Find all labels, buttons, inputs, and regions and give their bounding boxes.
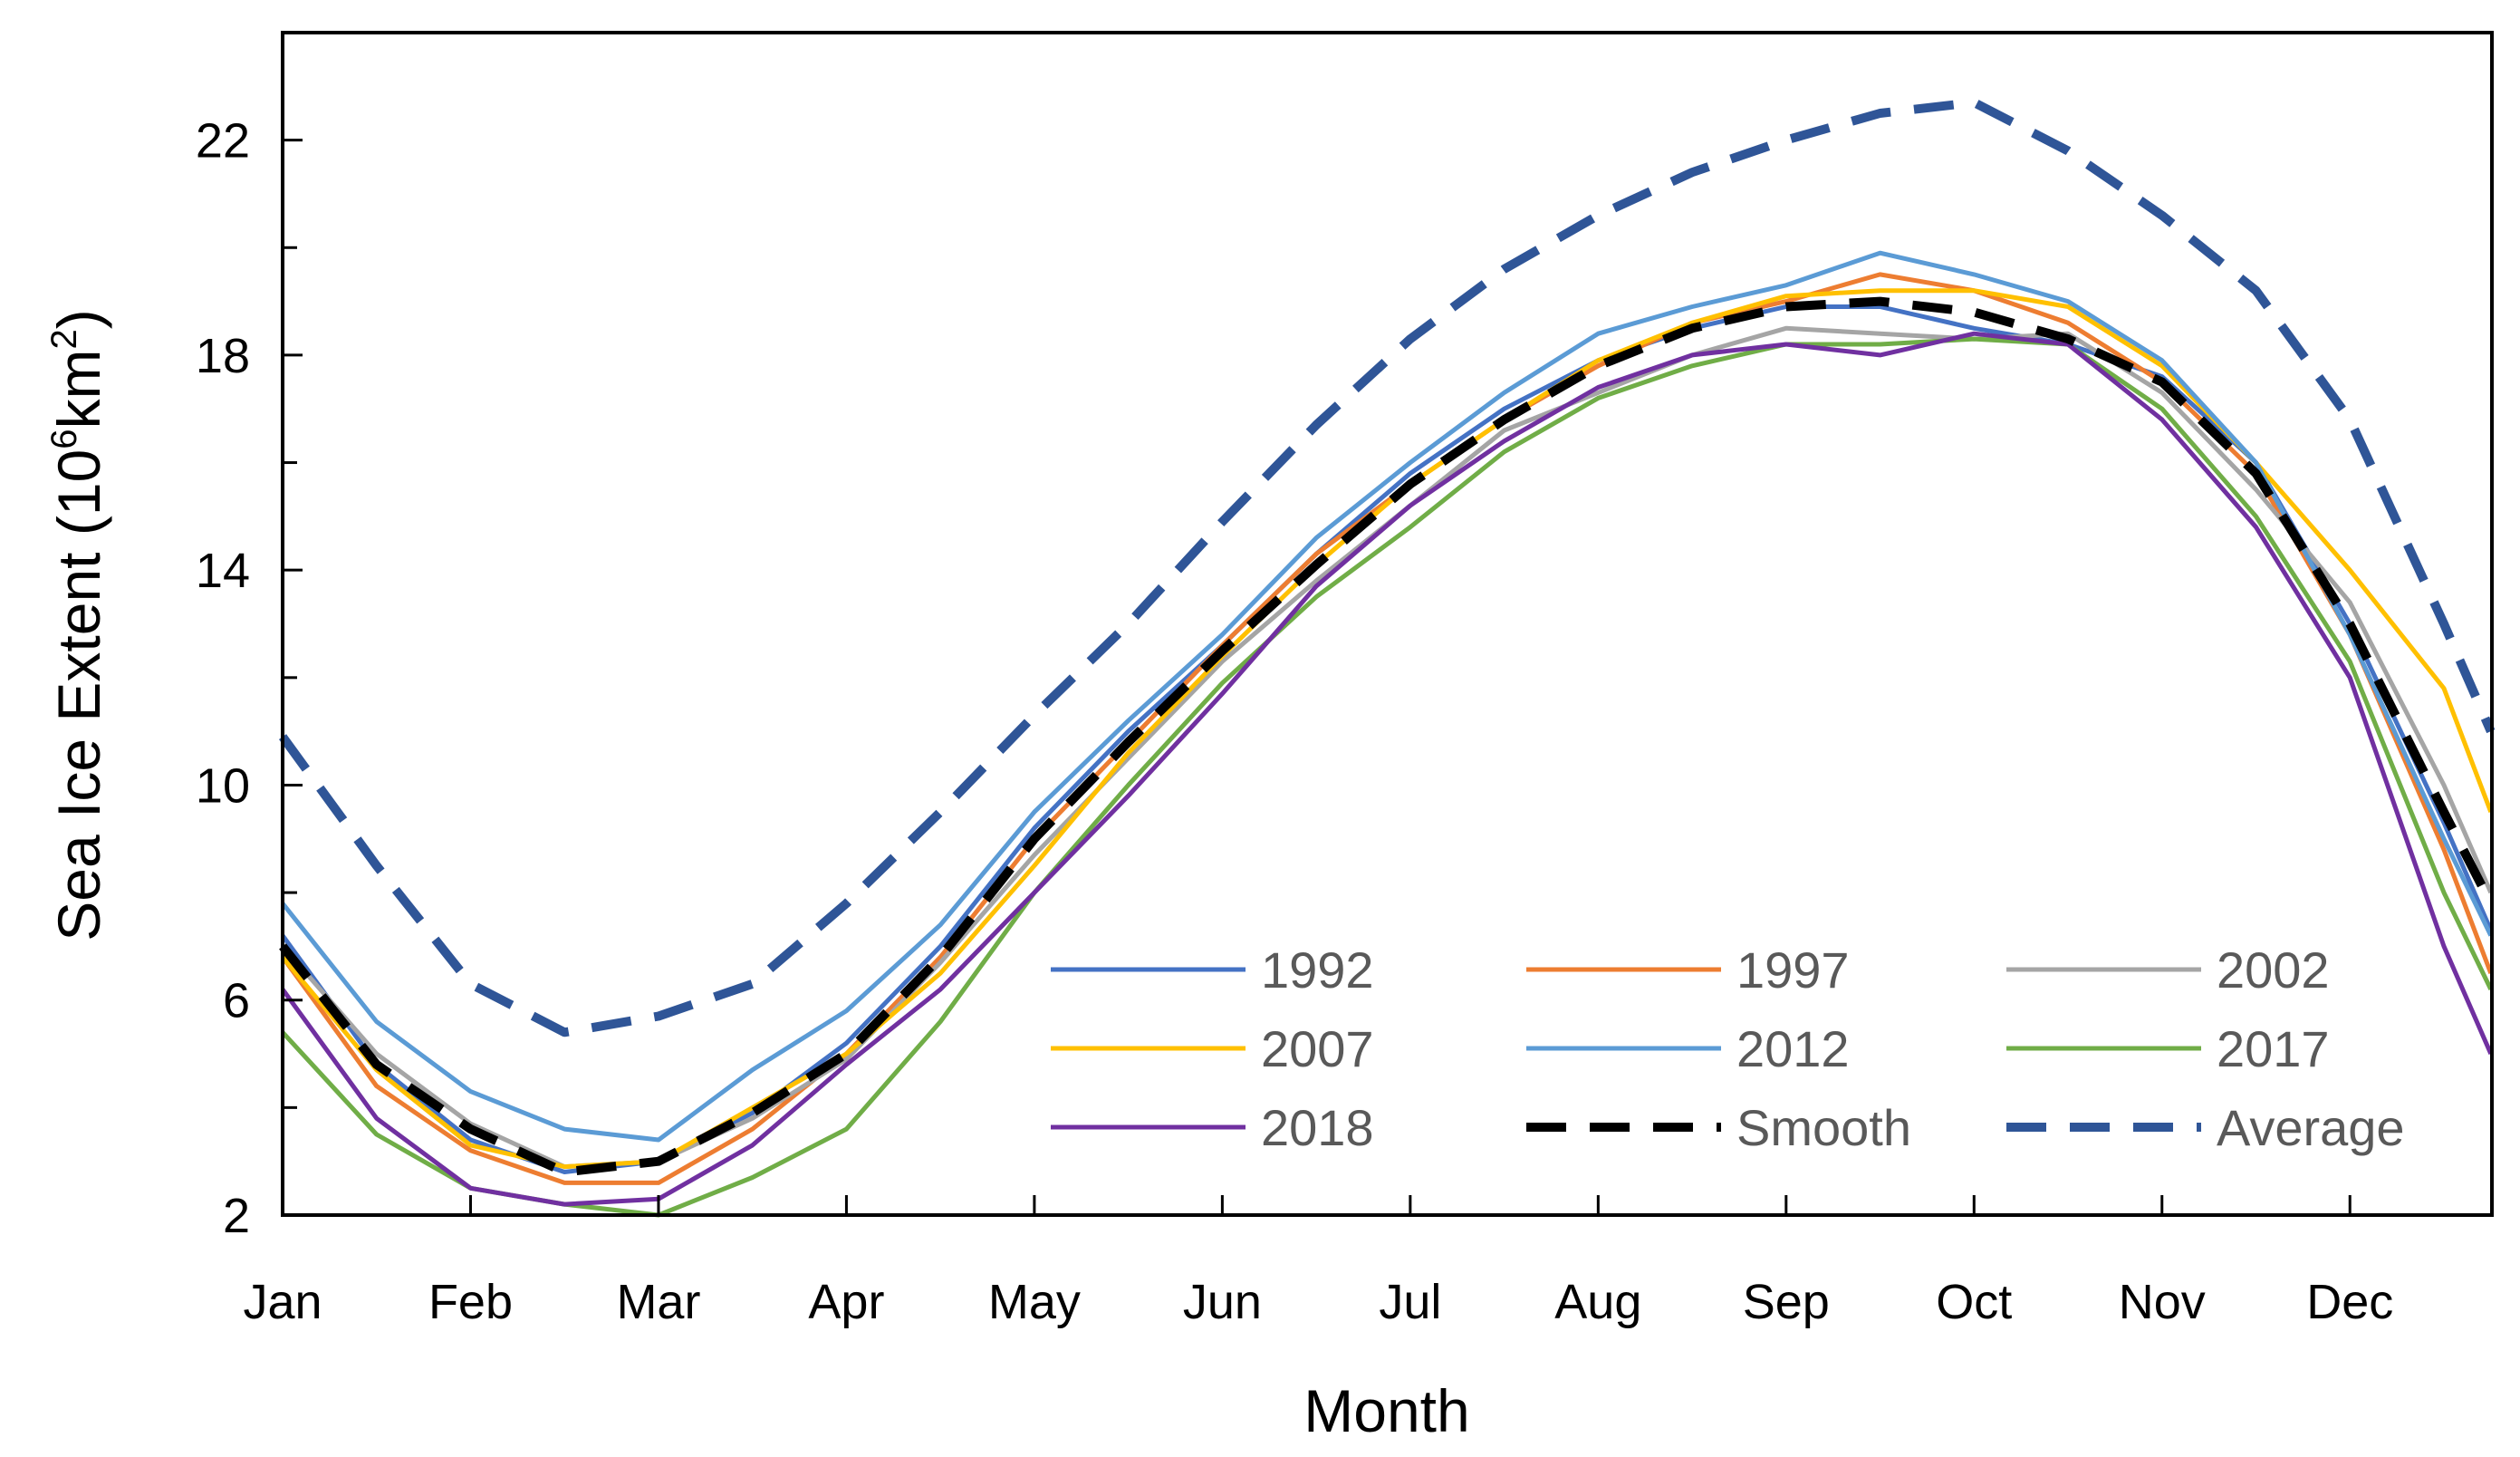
x-tick-label: Dec (2306, 1275, 2393, 1329)
series-line-average (278, 98, 2496, 1037)
legend-item-2012: 2012 (1526, 1020, 1850, 1077)
legend-label: 2007 (1261, 1020, 1374, 1077)
legend-item-2017: 2017 (2006, 1020, 2330, 1077)
y-tick-label: 18 (196, 329, 250, 383)
legend-label: 2002 (2217, 941, 2330, 999)
y-tick-label: 6 (223, 974, 250, 1028)
series-line-2002 (281, 325, 2494, 1170)
x-tick-label: Mar (616, 1275, 700, 1329)
legend: 1992 1997 2002 2007 2012 2017 2018 Smooth Averag… (1051, 941, 2405, 1156)
x-axis: Jan Feb Mar Apr May Jun Jul Aug Sep Oct Nov Dec (243, 1195, 2393, 1329)
legend-item-1992: 1992 (1051, 941, 1374, 999)
y-tick-label: 22 (196, 114, 250, 169)
plot-frame (281, 31, 2494, 1217)
legend-item-smooth: Smooth (1526, 1099, 1911, 1156)
legend-item-1997: 1997 (1526, 941, 1850, 999)
x-tick-label: Sep (1743, 1275, 1830, 1329)
legend-label: 1997 (1736, 941, 1850, 999)
x-tick-label: Nov (2119, 1275, 2206, 1329)
legend-label: Average (2217, 1099, 2405, 1156)
series-line-2012 (281, 250, 2494, 1143)
y-axis-label: Sea Ice Extent (106km2) (44, 309, 112, 941)
x-tick-label: Aug (1554, 1275, 1641, 1329)
series-line-2017 (281, 336, 2494, 1218)
x-tick-label: Jul (1379, 1275, 1441, 1329)
x-tick-label: Feb (428, 1275, 513, 1329)
legend-item-2002: 2002 (2006, 941, 2330, 999)
legend-label: Smooth (1736, 1099, 1911, 1156)
legend-label: 2012 (1736, 1020, 1850, 1077)
x-tick-label: Oct (1936, 1275, 2012, 1329)
legend-label: 2017 (2217, 1020, 2330, 1077)
x-tick-label: May (988, 1275, 1081, 1329)
series-line-1992 (280, 304, 2494, 1174)
y-tick-label: 10 (196, 758, 250, 813)
x-axis-label: Month (1303, 1377, 1469, 1444)
series-line-2007 (281, 288, 2494, 1170)
legend-item-average: Average (2006, 1099, 2405, 1156)
legend-item-2007: 2007 (1051, 1020, 1374, 1077)
series-line-2018 (280, 331, 2494, 1207)
y-axis: 2 6 10 14 18 22 (196, 31, 303, 1243)
legend-item-2018: 2018 (1051, 1099, 1374, 1156)
x-tick-label: Jun (1183, 1275, 1262, 1329)
x-tick-label: Jan (243, 1275, 322, 1329)
legend-label: 2018 (1261, 1099, 1374, 1156)
x-tick-label: Apr (808, 1275, 884, 1329)
series-line-smooth (279, 296, 2496, 1177)
legend-label: 1992 (1261, 941, 1374, 999)
y-tick-label: 2 (223, 1189, 250, 1243)
y-tick-label: 14 (196, 544, 250, 598)
